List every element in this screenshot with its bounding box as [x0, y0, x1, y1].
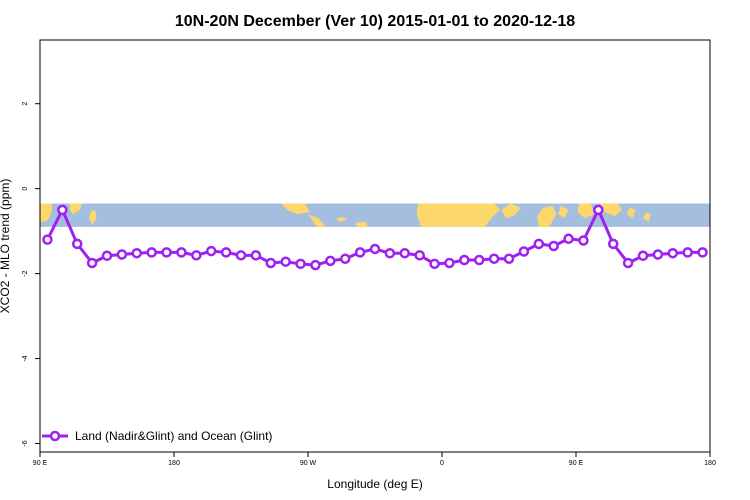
data-point	[42, 234, 53, 245]
data-point	[697, 247, 708, 258]
data-point	[265, 257, 277, 269]
legend-label: Land (Nadir&Glint) and Ocean (Glint)	[75, 429, 272, 443]
data-point	[146, 247, 157, 258]
x-axis-label: Longitude (deg E)	[327, 477, 422, 491]
data-point	[414, 250, 425, 261]
x-tick-label: 90 E	[33, 460, 48, 467]
y-axis-label: XCO2 - MLO trend (ppm)	[0, 179, 12, 314]
data-point	[57, 204, 68, 216]
data-point	[444, 257, 455, 269]
data-point	[220, 247, 232, 258]
data-point	[86, 257, 98, 269]
y-tick-label: -2	[22, 270, 29, 276]
data-point	[488, 253, 500, 264]
data-point	[71, 238, 83, 250]
data-point	[250, 250, 262, 261]
land-patch	[336, 216, 347, 222]
x-axis: 90 E 180 90 W 0 90 E 180	[33, 452, 716, 467]
x-tick-label: 0	[440, 460, 444, 467]
data-point	[325, 255, 336, 267]
land-patch	[599, 203, 623, 217]
land-patch	[416, 203, 501, 227]
data-point	[682, 247, 693, 258]
plot-frame	[39, 39, 711, 453]
data-point	[280, 256, 291, 267]
data-point	[384, 247, 396, 259]
data-point	[205, 245, 217, 257]
data-point	[622, 257, 634, 269]
data-point	[533, 238, 545, 250]
data-point	[637, 250, 649, 262]
data-point	[354, 247, 366, 258]
data-point	[667, 247, 679, 259]
land-patch	[281, 203, 310, 215]
chart-title: 10N-20N December (Ver 10) 2015-01-01 to …	[175, 13, 575, 30]
data-point	[473, 254, 485, 266]
y-tick-label: -6	[22, 440, 29, 446]
data-point	[593, 204, 604, 216]
land-patch	[558, 205, 569, 219]
x-tick-label: 90 E	[569, 460, 584, 467]
y-axis: 2 0 -2 -4 -6	[22, 102, 40, 447]
land-patch	[89, 209, 97, 225]
data-point	[116, 249, 128, 260]
y-tick-label: -4	[22, 355, 29, 361]
data-point	[399, 247, 411, 259]
x-tick-label: 180	[168, 460, 180, 467]
land-patch	[577, 203, 594, 219]
land-patch	[355, 221, 368, 227]
data-point	[101, 250, 113, 262]
data-point	[652, 249, 664, 260]
data-point	[161, 247, 172, 258]
land-patch	[626, 207, 636, 219]
data-point	[607, 238, 619, 250]
data-point	[310, 259, 321, 271]
data-point	[459, 254, 470, 266]
legend: Land (Nadir&Glint) and Ocean (Glint)	[42, 429, 272, 443]
legend-marker-swatch	[49, 430, 61, 442]
x-tick-label: 90 W	[300, 460, 317, 467]
land-patch	[308, 214, 326, 227]
data-point	[563, 233, 574, 245]
data-point	[429, 258, 440, 270]
x-tick-label: 180	[704, 460, 716, 467]
data-point	[339, 253, 351, 264]
data-point	[131, 247, 143, 259]
data-point	[191, 250, 202, 261]
land-patch	[501, 203, 521, 219]
data-point	[369, 243, 381, 255]
data-point	[295, 258, 306, 270]
y-tick-label: 2	[22, 102, 29, 106]
y-tick-label: 0	[22, 187, 29, 191]
data-point	[235, 250, 247, 261]
series-layer	[42, 204, 708, 271]
map-band	[40, 203, 710, 227]
land-patch	[537, 205, 557, 227]
data-point	[518, 246, 530, 257]
data-point	[503, 253, 515, 264]
land-patch	[40, 203, 52, 223]
land-patch	[69, 203, 82, 215]
data-point	[548, 240, 559, 252]
land-patch	[643, 212, 651, 222]
data-point	[578, 235, 589, 246]
data-point	[176, 247, 187, 258]
